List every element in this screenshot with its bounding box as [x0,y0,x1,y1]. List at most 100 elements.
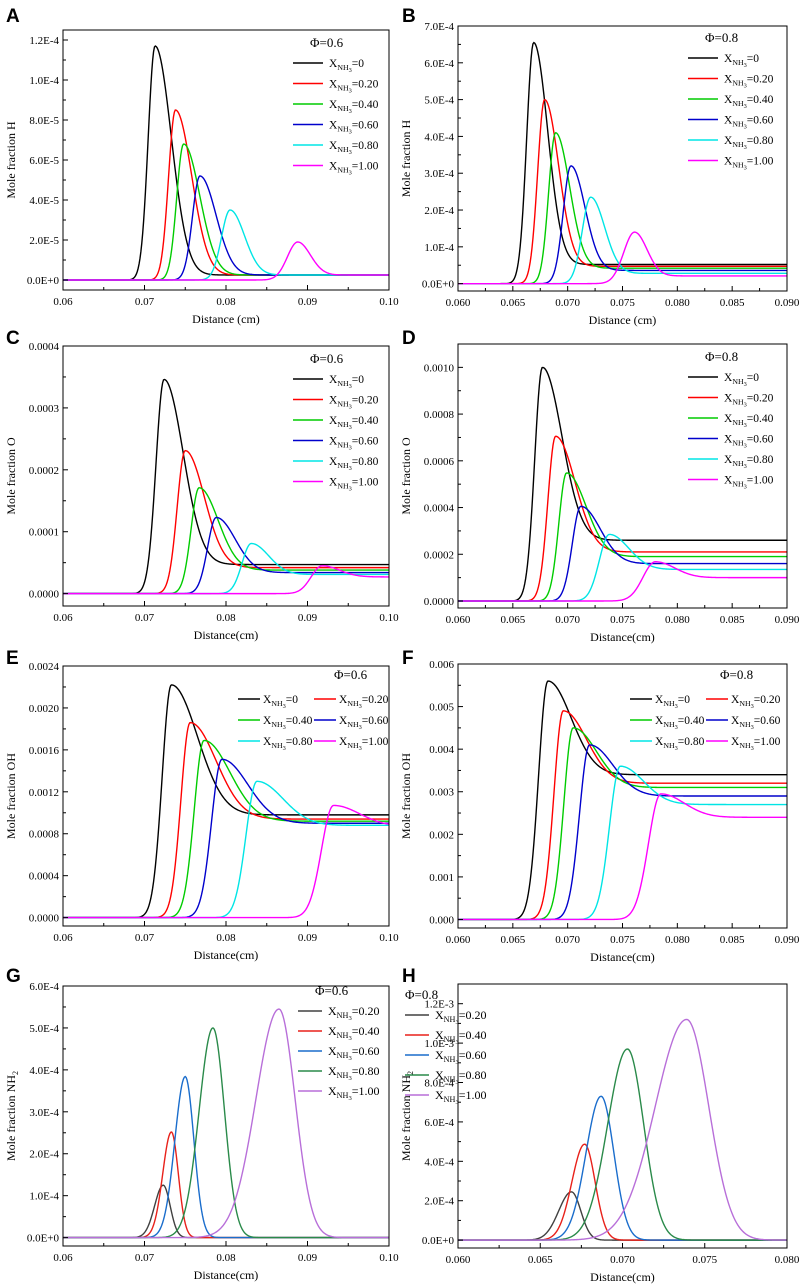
x-tick-label: 0.10 [379,296,399,308]
x-tick-label: 0.08 [216,296,236,308]
y-tick-label: 0.0E+0 [422,279,455,291]
series-line-0.20 [458,1191,787,1241]
legend-label: XNH3=0.20 [339,694,389,710]
y-tick-label: 6.0E-5 [29,155,59,167]
y-tick-label: 2.0E-5 [29,235,59,247]
y-tick-label: 0.0010 [424,362,455,374]
y-tick-label: 0.005 [429,702,454,714]
legend-title: Φ=0.8 [705,349,738,364]
legend-label: XNH3=1.00 [329,477,379,493]
series-lines [63,684,389,919]
legend-label: XNH3=0.80 [435,1068,487,1086]
legend-title: Φ=0.8 [705,30,738,45]
legend-label: XNH3=0.40 [724,94,774,110]
series-line-1.00 [458,1018,787,1241]
x-tick-label: 0.065 [500,297,525,309]
x-tick-label: 0.06 [53,612,73,624]
legend-label: XNH3=0.80 [724,135,774,151]
y-tick-label: 5.0E-4 [29,1023,59,1035]
y-axis-label: Mole fraction OH [399,753,413,839]
x-tick-label: 0.070 [610,1254,635,1266]
series-line-0.20 [63,109,389,281]
legend-label: XNH3=0.40 [655,715,705,731]
x-tick-label: 0.085 [720,614,745,626]
panel-letter: C [6,328,20,349]
legend-label: XNH3=0.80 [329,456,379,472]
y-tick-label: 2.0E-4 [424,1196,454,1208]
y-axis-label-subscript: 2 [11,1071,20,1075]
x-tick-label: 0.06 [53,1252,73,1264]
x-axis-label: Distance(cm) [194,948,259,962]
series-line-1.00 [458,561,787,602]
x-tick-label: 0.065 [500,614,525,626]
x-tick-label: 0.090 [775,934,800,946]
series-line-0.60 [458,1095,787,1241]
plot-frame [457,983,788,1249]
legend-label: XNH3=0.60 [731,715,781,731]
panel-letter: D [402,328,416,349]
x-tick-label: 0.080 [665,297,690,309]
y-axis-label: Mole fraction NH2 [399,1071,415,1161]
y-tick-label: 0.001 [429,872,454,884]
legend-label: XNH3=0.60 [329,436,379,452]
y-tick-label: 7.0E-4 [424,21,454,33]
series-line-0.80 [63,780,389,919]
series-line-0.40 [63,487,389,595]
series-line-0.80 [63,209,389,281]
y-tick-label: 0.0006 [424,456,455,468]
y-tick-label: 0.004 [429,744,454,756]
series-line-0.80 [458,533,787,602]
panel-b: B 0.060 0.065 0.070 0.075 0.080 0.085 0.090 0.0E… [399,6,800,327]
x-tick-label: 0.060 [446,1254,471,1266]
x-axis-label: Distance(cm) [590,1270,655,1284]
x-axis-label: Distance(cm) [590,950,655,964]
legend-label: XNH3=0 [655,694,690,710]
legend-label: XNH3=0.80 [328,1064,380,1082]
legend-label: XNH3=1.00 [731,736,781,752]
legend-label: XNH3=0.80 [329,140,379,156]
legend-title: Φ=0.6 [334,667,368,682]
y-tick-label: 0.0002 [29,465,59,477]
y-tick-label: 0.0008 [424,409,455,421]
y-tick-label: 0.006 [429,659,454,671]
y-tick-label: 4.0E-4 [29,1065,59,1077]
legend-label: XNH3=1.00 [339,736,389,752]
legend-title: Φ=0.6 [310,35,344,50]
y-axis-label-subscript: 2 [406,1071,415,1075]
panel-h: H 0.060 0.065 0.070 0.075 0.080 0.0E+0 2.0E-4 4.… [399,966,800,1284]
x-tick-label: 0.07 [135,612,155,624]
series-line-0.40 [458,472,787,602]
y-tick-label: 0.0016 [29,745,60,757]
y-tick-label: 0.0000 [424,596,455,608]
series-line-0.60 [63,175,389,281]
y-tick-label: 1.0E-4 [29,1191,59,1203]
legend-label: XNH3=0.20 [328,1004,380,1022]
y-tick-label: 2.0E-4 [424,205,454,217]
y-tick-label: 8.0E-5 [29,115,59,127]
y-tick-label: 0.0003 [29,403,60,415]
y-tick-label: 0.0000 [29,589,60,601]
legend-title: Φ=0.8 [720,667,753,682]
y-tick-label: 1.2E-3 [424,999,454,1011]
panel-letter: F [402,648,414,669]
series-line-0.40 [458,727,787,921]
x-tick-label: 0.10 [379,612,399,624]
y-tick-label: 3.0E-4 [29,1107,59,1119]
panel-letter: G [6,966,21,987]
x-tick-label: 0.09 [298,932,318,944]
legend-label: XNH3=0.80 [655,736,705,752]
y-tick-label: 0.0012 [29,787,59,799]
legend-label: XNH3=0.60 [329,120,379,136]
y-axis-label: Mole fraction H [4,121,18,199]
y-tick-label: 0.0001 [29,527,59,539]
series-lines [458,1018,787,1241]
x-tick-label: 0.10 [379,932,399,944]
series-line-1.00 [63,1008,389,1239]
series-lines [63,1008,389,1239]
panel-letter: B [402,6,416,27]
legend-label: XNH3=0 [724,53,759,69]
x-tick-label: 0.09 [298,1252,318,1264]
series-line-0.20 [63,721,389,919]
y-tick-label: 0.0E+0 [422,1235,455,1247]
